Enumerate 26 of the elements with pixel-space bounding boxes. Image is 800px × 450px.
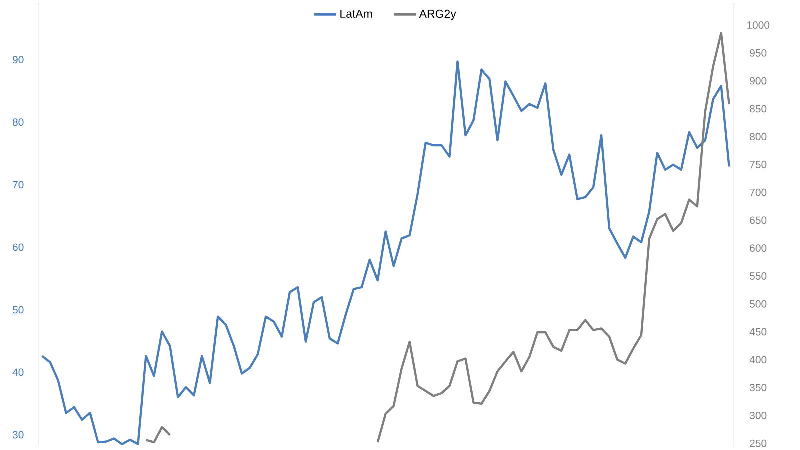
y2-tick-label: 300	[750, 412, 767, 420]
y2-tick-label: 1000	[747, 22, 770, 29]
y2-tick-label: 550	[750, 272, 767, 280]
y-tick-label: 50	[12, 306, 24, 314]
y-tick-label: 80	[12, 118, 24, 126]
y-tick-label: 30	[12, 431, 24, 439]
y2-tick-label: 600	[750, 244, 767, 252]
y2-tick-label: 950	[750, 49, 767, 57]
legend-label: ARG2y	[419, 10, 456, 20]
y-tick-label: 60	[13, 244, 24, 252]
y2-tick-label: 500	[750, 300, 767, 308]
y2-tick-label: 350	[750, 384, 767, 392]
y2-tick-label: 750	[750, 160, 767, 168]
y-tick-label: 90	[13, 56, 24, 64]
y2-tick-label: 650	[750, 216, 767, 224]
y2-tick-label: 250	[750, 440, 767, 448]
y2-tick-label: 800	[750, 133, 767, 141]
y2-tick-label: 400	[750, 356, 767, 364]
y2-tick-label: 850	[750, 105, 767, 113]
legend-label: LatAm	[340, 10, 372, 18]
y2-tick-label: 450	[750, 328, 767, 336]
y-tick-label: 70	[13, 181, 24, 189]
y-tick-label: 40	[12, 368, 24, 376]
line-series	[41, 60, 730, 445]
y2-tick-label: 900	[750, 77, 767, 85]
y2-tick-label: 700	[750, 188, 767, 196]
